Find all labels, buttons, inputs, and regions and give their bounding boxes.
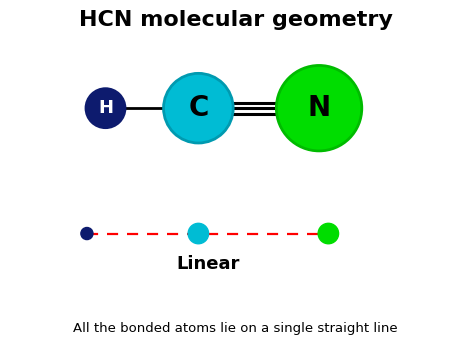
Circle shape — [318, 223, 339, 244]
Circle shape — [163, 73, 233, 143]
Text: H: H — [98, 99, 113, 117]
Circle shape — [188, 223, 209, 244]
Text: Linear: Linear — [176, 255, 239, 273]
Circle shape — [86, 89, 125, 128]
Circle shape — [276, 66, 362, 151]
Text: All the bonded atoms lie on a single straight line: All the bonded atoms lie on a single str… — [73, 322, 398, 335]
Text: N: N — [308, 94, 331, 122]
Text: HCN molecular geometry: HCN molecular geometry — [79, 10, 392, 30]
Circle shape — [81, 227, 93, 240]
Text: C: C — [188, 94, 209, 122]
